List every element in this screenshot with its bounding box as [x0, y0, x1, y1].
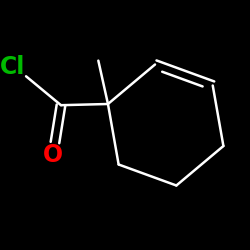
Text: Cl: Cl [0, 55, 26, 79]
Text: O: O [42, 142, 62, 167]
